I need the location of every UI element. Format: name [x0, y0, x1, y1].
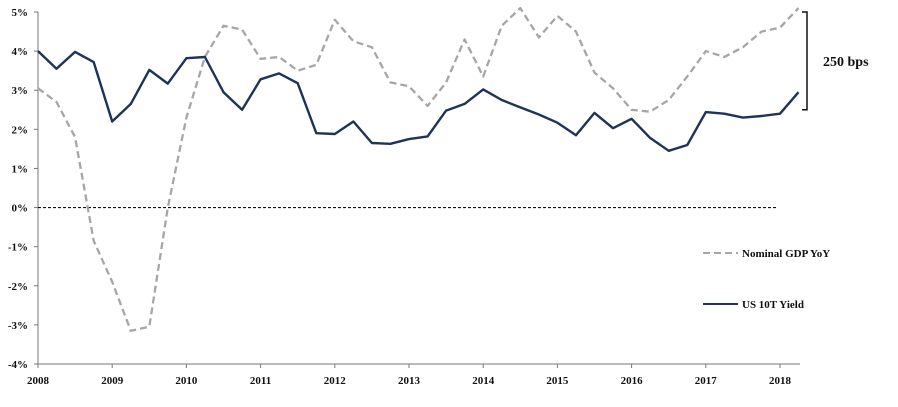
y-tick-label: 1%	[12, 163, 29, 175]
y-tick-label: 4%	[12, 46, 29, 58]
legend: Nominal GDP YoY US 10T Yield	[703, 248, 830, 311]
series-layer	[37, 6, 800, 332]
x-tick-label: 2011	[250, 375, 271, 387]
legend-label-nominal-gdp: Nominal GDP YoY	[742, 248, 830, 260]
legend-item-us-10t-yield: US 10T Yield	[703, 299, 804, 311]
y-tick-labels: -4% -3% -2% -1% 0% 1% 2% 3% 4% 5%	[8, 7, 38, 371]
legend-item-nominal-gdp: Nominal GDP YoY	[703, 248, 830, 260]
x-tick-label: 2015	[546, 375, 569, 387]
x-tick-label: 2014	[472, 375, 495, 387]
y-tick-label: -3%	[8, 320, 28, 332]
x-tick-label: 2010	[175, 375, 198, 387]
y-tick-label: -1%	[8, 242, 28, 254]
axes	[37, 12, 800, 365]
x-tick-label: 2009	[101, 375, 124, 387]
y-tick-label: 0%	[12, 203, 29, 215]
y-tick-label: 2%	[12, 124, 29, 136]
x-tick-label: 2018	[769, 375, 792, 387]
series-line-nominal-gdp	[37, 6, 800, 332]
x-tick-label: 2013	[398, 375, 421, 387]
annotation-label: 250 bps	[823, 55, 869, 70]
x-tick-label: 2012	[324, 375, 347, 387]
x-tick-labels: 2008 2009 2010 2011 2012 2013 2014 2015 2016 2017…	[27, 364, 792, 387]
x-tick-label: 2017	[695, 375, 718, 387]
bracket-marker	[802, 11, 808, 111]
y-tick-label: -2%	[8, 281, 28, 293]
y-tick-label: -4%	[8, 359, 28, 371]
legend-label-us-10t-yield: US 10T Yield	[742, 299, 804, 311]
series-line-us-10t-yield	[37, 50, 800, 152]
x-tick-label: 2016	[621, 375, 644, 387]
x-tick-label: 2008	[27, 375, 50, 387]
y-tick-label: 5%	[12, 7, 29, 19]
bps-annotation: 250 bps	[802, 11, 869, 111]
y-tick-label: 3%	[12, 85, 29, 97]
